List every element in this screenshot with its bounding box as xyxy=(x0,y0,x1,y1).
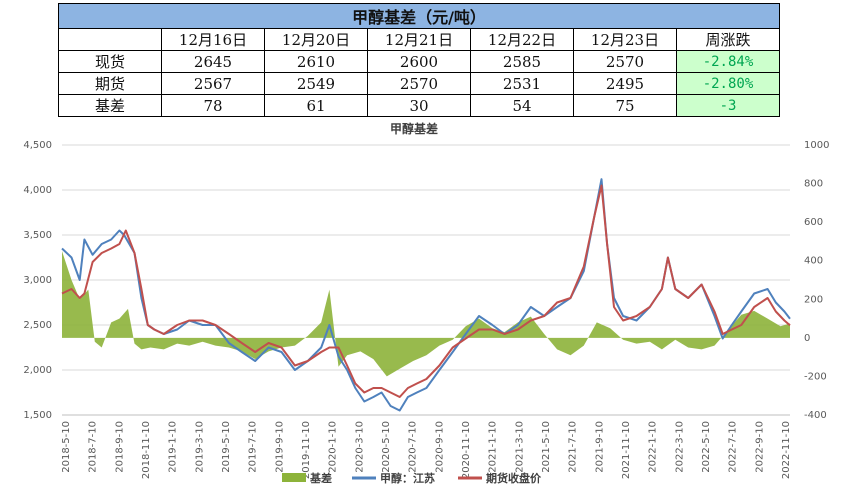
y-left-tick-label: 1,500 xyxy=(23,410,52,421)
change-cell: -3 xyxy=(676,94,780,117)
table-cell: 2570 xyxy=(367,72,471,95)
y-left-tick-label: 2,000 xyxy=(23,365,52,376)
table-row: 期货 2567 2549 2570 2531 2495 -2.80% xyxy=(58,72,780,95)
y-left-tick-label: 2,500 xyxy=(23,320,52,331)
y-right-tick-label: 200 xyxy=(804,294,823,305)
x-tick-label: 2021-11-10 xyxy=(621,421,632,479)
x-tick-label: 2022-3-10 xyxy=(674,421,685,473)
y-right-tick-label: 400 xyxy=(804,256,823,267)
chart-legend: 基差 甲醇：江苏 期货收盘价 xyxy=(282,471,542,485)
x-tick-label: 2019-11-10 xyxy=(301,421,312,479)
table-title: 甲醇基差（元/吨） xyxy=(58,3,780,29)
table-cell: 61 xyxy=(264,94,368,117)
x-tick-label: 2018-11-10 xyxy=(141,421,152,479)
header-cell: 周涨跌 xyxy=(676,28,780,51)
x-tick-label: 2019-5-10 xyxy=(221,421,232,473)
x-tick-label: 2019-9-10 xyxy=(274,421,285,473)
change-cell: -2.80% xyxy=(676,72,780,95)
basis-chart: 甲醇基差 1,500 2,000 2,500 3,000 3,500 4,000 4,500… xyxy=(23,121,829,485)
basis-summary-table: 甲醇基差（元/吨） 12月16日 12月20日 12月21日 12月22日 12… xyxy=(58,3,780,117)
table-row: 现货 2645 2610 2600 2585 2570 -2.84% xyxy=(58,50,780,73)
table-cell: 2549 xyxy=(264,72,368,95)
series-line-甲醇：江苏 xyxy=(61,178,791,412)
table-cell: 2610 xyxy=(264,50,368,73)
y-right-tick-label: 600 xyxy=(804,217,823,228)
x-tick-label: 2021-3-10 xyxy=(514,421,525,473)
x-tick-label: 2022-7-10 xyxy=(728,421,739,473)
x-tick-label: 2020-11-10 xyxy=(461,421,472,479)
legend-label: 期货收盘价 xyxy=(486,471,542,485)
x-tick-label: 2020-7-10 xyxy=(408,421,419,473)
x-tick-label: 2019-1-10 xyxy=(168,421,179,473)
table-cell: 2600 xyxy=(367,50,471,73)
x-tick-label: 2018-7-10 xyxy=(88,421,99,473)
table-cell: 2645 xyxy=(161,50,265,73)
y-left-tick-label: 3,000 xyxy=(23,275,52,286)
header-cell: 12月20日 xyxy=(264,28,368,51)
table-cell: 78 xyxy=(161,94,265,117)
y-right-tick-label: 800 xyxy=(804,179,823,190)
table-cell: 2585 xyxy=(470,50,574,73)
y-right-tick-label: 1000 xyxy=(804,140,829,151)
y-left-tick-label: 3,500 xyxy=(23,230,52,241)
x-tick-label: 2021-1-10 xyxy=(488,421,499,473)
table-cell: 2495 xyxy=(573,72,677,95)
y-right-tick-label: -200 xyxy=(804,371,827,382)
table-row: 基差 78 61 30 54 75 -3 xyxy=(58,94,780,117)
x-tick-label: 2019-3-10 xyxy=(194,421,205,473)
y-left-tick-label: 4,500 xyxy=(23,140,52,151)
x-tick-label: 2019-7-10 xyxy=(248,421,259,473)
series-area-基差 xyxy=(62,251,790,377)
y-left-tick-label: 4,000 xyxy=(23,185,52,196)
row-label: 期货 xyxy=(58,72,162,95)
change-cell: -2.84% xyxy=(676,50,780,73)
y-right-tick-label: 0 xyxy=(804,333,810,344)
x-tick-label: 2020-3-10 xyxy=(354,421,365,473)
x-tick-label: 2021-7-10 xyxy=(568,421,579,473)
chart-title: 甲醇基差 xyxy=(390,121,438,136)
x-tick-label: 2022-9-10 xyxy=(754,421,765,473)
x-tick-label: 2020-5-10 xyxy=(381,421,392,473)
x-tick-label: 2021-9-10 xyxy=(594,421,605,473)
header-cell: 12月21日 xyxy=(367,28,471,51)
legend-label: 基差 xyxy=(309,471,332,485)
chart-gridlines xyxy=(62,144,790,416)
series-line-期货收盘价 xyxy=(61,184,791,398)
table-cell: 30 xyxy=(367,94,471,117)
legend-label: 甲醇：江苏 xyxy=(380,471,435,485)
x-tick-label: 2022-5-10 xyxy=(701,421,712,473)
x-tick-label: 2020-1-10 xyxy=(328,421,339,473)
x-tick-label: 2020-9-10 xyxy=(434,421,445,473)
table-cell: 2567 xyxy=(161,72,265,95)
table-cell: 2531 xyxy=(470,72,574,95)
legend-swatch xyxy=(282,473,306,482)
x-tick-label: 2021-5-10 xyxy=(541,421,552,473)
chart-line-layer xyxy=(61,178,791,412)
header-cell: 12月23日 xyxy=(573,28,677,51)
header-cell xyxy=(58,28,162,51)
row-label: 基差 xyxy=(58,94,162,117)
x-tick-label: 2018-9-10 xyxy=(114,421,125,473)
x-tick-label: 2018-5-10 xyxy=(61,421,72,473)
table-cell: 54 xyxy=(470,94,574,117)
table-cell: 75 xyxy=(573,94,677,117)
x-tick-label: 2022-1-10 xyxy=(648,421,659,473)
x-tick-label: 2022-11-10 xyxy=(781,421,792,479)
row-label: 现货 xyxy=(58,50,162,73)
y-right-tick-label: -400 xyxy=(804,410,827,421)
chart-area-layer xyxy=(62,251,790,377)
chart-axes: 1,500 2,000 2,500 3,000 3,500 4,000 4,500 -400 -… xyxy=(23,140,829,479)
header-cell: 12月16日 xyxy=(161,28,265,51)
header-cell: 12月22日 xyxy=(470,28,574,51)
table-cell: 2570 xyxy=(573,50,677,73)
table-header-row: 12月16日 12月20日 12月21日 12月22日 12月23日 周涨跌 xyxy=(58,28,780,51)
